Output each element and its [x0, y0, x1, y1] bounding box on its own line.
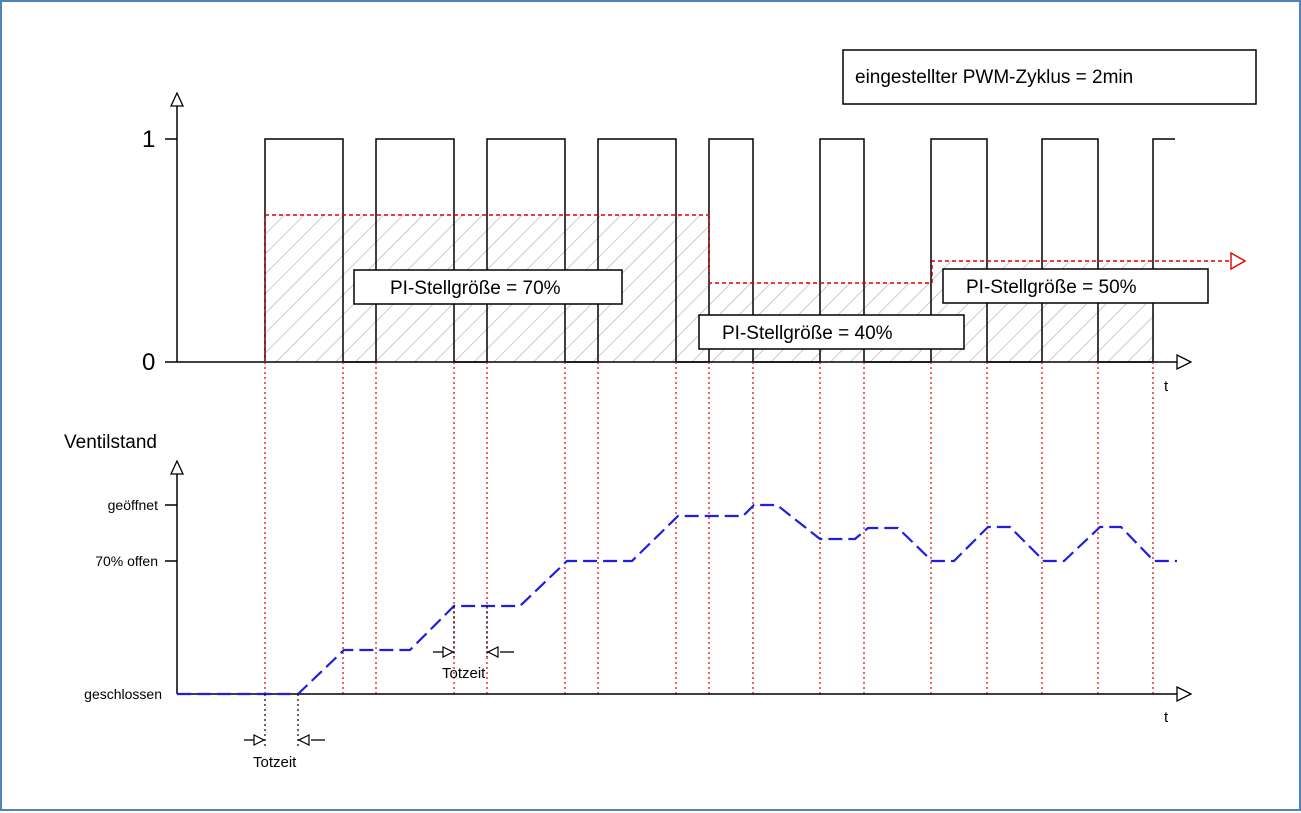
dead-time-marker-2: Totzeit	[433, 606, 514, 682]
top-y-label-0: 0	[142, 349, 155, 376]
dead-time-label-2: Totzeit	[442, 665, 486, 682]
bottom-y-axis-arrow-icon	[169, 459, 185, 475]
pi-70-box	[353, 269, 623, 305]
pwm-cycle-label: eingestellter PWM-Zyklus = 2min	[855, 67, 1133, 88]
stellgroesse-arrow-icon	[1230, 251, 1247, 271]
dead-time-label-1: Totzeit	[253, 754, 297, 771]
pwm-cycle-box	[842, 49, 1257, 105]
pi-40-box	[698, 314, 965, 350]
pi-50-box	[942, 268, 1209, 304]
pi-50-label: PI-Stellgröße = 50%	[966, 277, 1137, 298]
top-y-axis-arrow-icon	[169, 91, 185, 107]
y-tick-geschlossen: geschlossen	[84, 686, 162, 702]
dead-time-marker-1: Totzeit	[244, 694, 325, 771]
y-tick-70-offen: 70% offen	[95, 553, 158, 569]
pi-40-label: PI-Stellgröße = 40%	[722, 323, 893, 344]
top-x-label: t	[1164, 378, 1169, 395]
top-y-label-1: 1	[142, 126, 155, 153]
valve-y-title: Ventilstand	[64, 432, 157, 453]
projection-lines	[264, 362, 1154, 694]
top-x-axis-arrow-icon	[1176, 353, 1193, 371]
y-tick-geoeffnet: geöffnet	[108, 497, 158, 513]
pi-70-label: PI-Stellgröße = 70%	[390, 278, 561, 299]
valve-position-curve	[177, 503, 1177, 696]
bottom-x-axis-arrow-icon	[1176, 685, 1193, 703]
stellgroesse-level-line	[264, 214, 1232, 362]
bottom-x-label: t	[1164, 709, 1169, 726]
